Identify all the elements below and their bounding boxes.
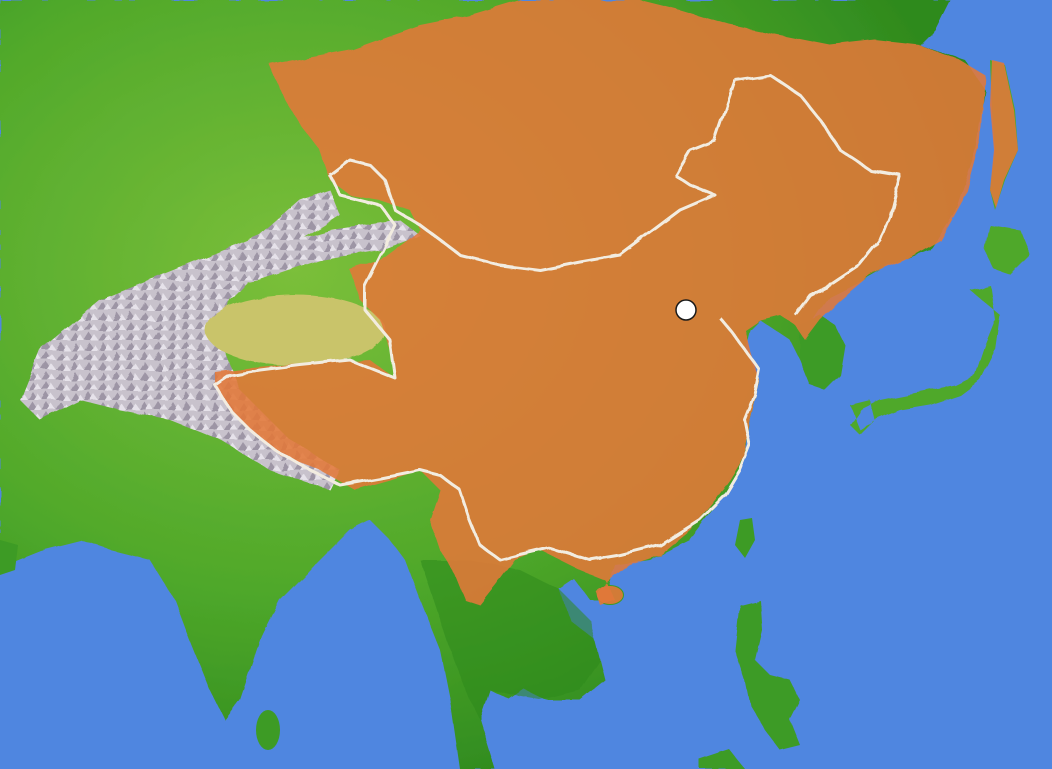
philippines	[700, 600, 800, 769]
island-taiwan	[735, 518, 755, 558]
island-srilanka	[256, 710, 280, 750]
empire-territory-hainan	[597, 586, 623, 604]
japan-islands	[850, 225, 1030, 435]
island-west	[0, 540, 18, 575]
desert-tarim	[205, 295, 385, 365]
empire-territory-sakhalin	[990, 60, 1018, 208]
korean-peninsula	[800, 315, 845, 390]
capital-marker[interactable]	[675, 299, 697, 321]
modern-china-border	[213, 73, 902, 562]
mountains-tienshan	[200, 220, 420, 290]
empire-territory	[215, 0, 985, 605]
